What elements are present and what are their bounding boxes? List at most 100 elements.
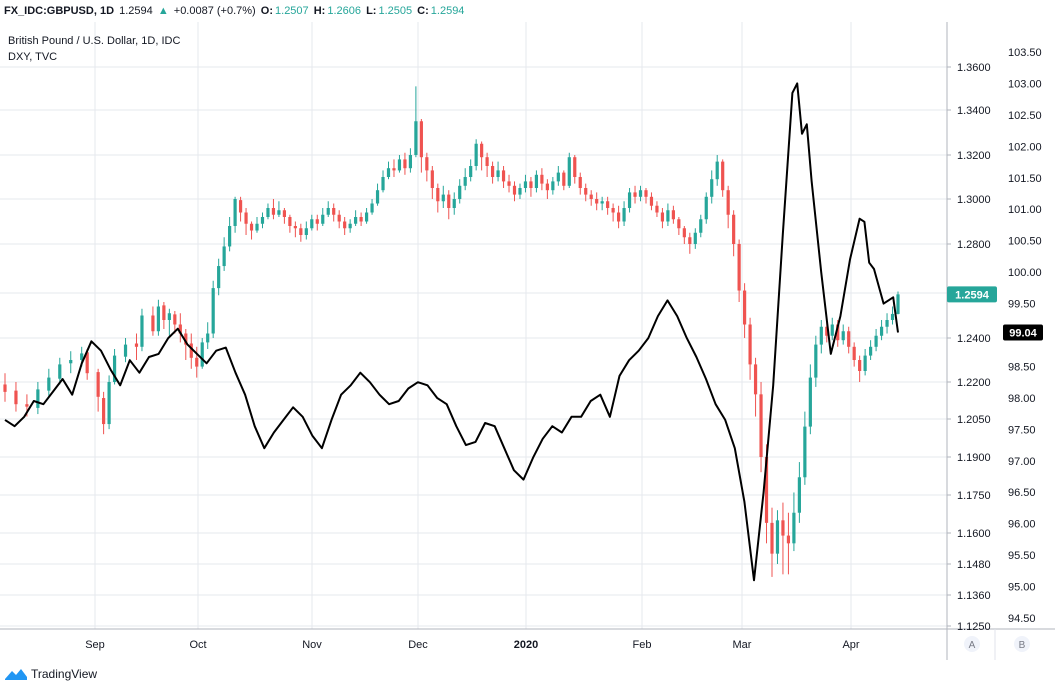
chart-canvas[interactable]: 1.1250 1.1360 1.1480 1.1600 1.1750 1.1900 1.20… bbox=[0, 22, 1055, 660]
candle-body bbox=[112, 355, 117, 382]
candle-body bbox=[792, 512, 796, 544]
candle bbox=[753, 357, 758, 417]
candle-body bbox=[277, 210, 281, 215]
candle-body bbox=[671, 210, 675, 220]
candle-body bbox=[107, 382, 111, 425]
candle bbox=[173, 311, 177, 334]
candle-body bbox=[337, 214, 341, 222]
candle-body bbox=[616, 212, 621, 222]
tradingview-logo-icon[interactable] bbox=[4, 667, 28, 681]
right-axis-label: 100.50 bbox=[1008, 236, 1042, 248]
candle-body bbox=[151, 315, 155, 332]
candle-body bbox=[315, 219, 319, 224]
candle bbox=[326, 201, 330, 217]
left-axis-label: 1.1250 bbox=[957, 621, 991, 633]
candle-body bbox=[573, 157, 577, 177]
candle-body bbox=[3, 384, 7, 392]
candle-body bbox=[343, 221, 347, 229]
candle bbox=[518, 183, 522, 199]
right-axis-label: 103.00 bbox=[1008, 78, 1042, 90]
candle bbox=[496, 161, 500, 182]
candle-body bbox=[556, 172, 560, 182]
candle-body bbox=[255, 223, 259, 231]
candle-body bbox=[562, 172, 566, 186]
candle bbox=[469, 159, 473, 182]
candle-body bbox=[682, 228, 686, 238]
left-axis-label: 1.2050 bbox=[957, 414, 991, 426]
candle-body bbox=[326, 208, 330, 215]
candle-body bbox=[195, 357, 199, 367]
candle bbox=[655, 201, 659, 217]
footer: TradingView bbox=[4, 665, 97, 683]
candle bbox=[677, 217, 681, 235]
candle bbox=[693, 228, 697, 249]
candle-body bbox=[595, 199, 599, 204]
right-axis-label: 97.50 bbox=[1008, 424, 1036, 436]
candle bbox=[414, 86, 418, 158]
candle bbox=[666, 203, 670, 226]
candle bbox=[288, 214, 292, 233]
candle-body bbox=[178, 324, 182, 334]
dxy-overlay-line bbox=[4, 82, 899, 582]
candle-body bbox=[206, 333, 210, 343]
candle-body bbox=[841, 331, 845, 341]
left-axis-label: 1.2800 bbox=[957, 239, 991, 251]
candle bbox=[304, 221, 308, 240]
candle-body bbox=[441, 194, 445, 202]
candle-body bbox=[699, 219, 703, 233]
overlay-series-title[interactable]: DXY, TVC bbox=[8, 51, 57, 63]
candle-body bbox=[501, 170, 506, 182]
scale-button-a[interactable]: A bbox=[964, 636, 980, 652]
candle-body bbox=[260, 217, 265, 224]
left-axis-label: 1.1480 bbox=[957, 559, 991, 571]
candle-body bbox=[162, 305, 166, 320]
candle bbox=[743, 283, 747, 338]
candle bbox=[540, 168, 544, 191]
candle bbox=[721, 159, 725, 197]
candle bbox=[644, 188, 648, 204]
candle-body bbox=[211, 288, 215, 334]
candle bbox=[507, 174, 511, 193]
candle-body bbox=[496, 170, 500, 177]
candle-body bbox=[715, 161, 719, 180]
candle bbox=[474, 139, 478, 171]
candle bbox=[392, 159, 396, 177]
candle bbox=[134, 333, 139, 360]
candle-body bbox=[786, 535, 791, 544]
candle bbox=[425, 152, 429, 182]
candle-body bbox=[666, 210, 670, 222]
candle-body bbox=[677, 219, 681, 229]
candle bbox=[523, 174, 528, 193]
candle-body bbox=[222, 246, 226, 267]
candle-body bbox=[375, 190, 380, 204]
candle bbox=[584, 183, 588, 202]
candle-body bbox=[244, 212, 248, 224]
candle-body bbox=[447, 194, 451, 208]
candle bbox=[244, 208, 248, 235]
symbol-name[interactable]: FX_IDC:GBPUSD, 1D bbox=[4, 5, 115, 17]
candle bbox=[627, 188, 632, 213]
candle-body bbox=[348, 223, 352, 229]
chart-frame[interactable]: 1.1250 1.1360 1.1480 1.1600 1.1750 1.1900 1.20… bbox=[0, 22, 1055, 660]
candle bbox=[611, 203, 615, 222]
candle bbox=[375, 183, 380, 206]
tradingview-brand[interactable]: TradingView bbox=[31, 667, 98, 681]
candle bbox=[354, 210, 358, 226]
candle bbox=[589, 190, 593, 206]
candle-body bbox=[436, 188, 440, 202]
candle-body bbox=[167, 313, 171, 320]
candle bbox=[529, 177, 533, 197]
candle-body bbox=[134, 343, 139, 347]
x-tick-label: Nov bbox=[302, 639, 322, 651]
candle bbox=[277, 201, 281, 217]
left-axis-label: 1.3600 bbox=[957, 62, 991, 74]
scale-button-b[interactable]: B bbox=[1014, 636, 1030, 652]
main-series-title[interactable]: British Pound / U.S. Dollar, 1D, IDC bbox=[8, 35, 180, 47]
candle-body bbox=[858, 360, 862, 371]
candle-body bbox=[830, 324, 834, 336]
candle bbox=[441, 185, 445, 208]
candle-body bbox=[721, 161, 725, 191]
candle bbox=[600, 196, 604, 211]
candle-body bbox=[14, 390, 18, 405]
candle bbox=[490, 161, 495, 184]
